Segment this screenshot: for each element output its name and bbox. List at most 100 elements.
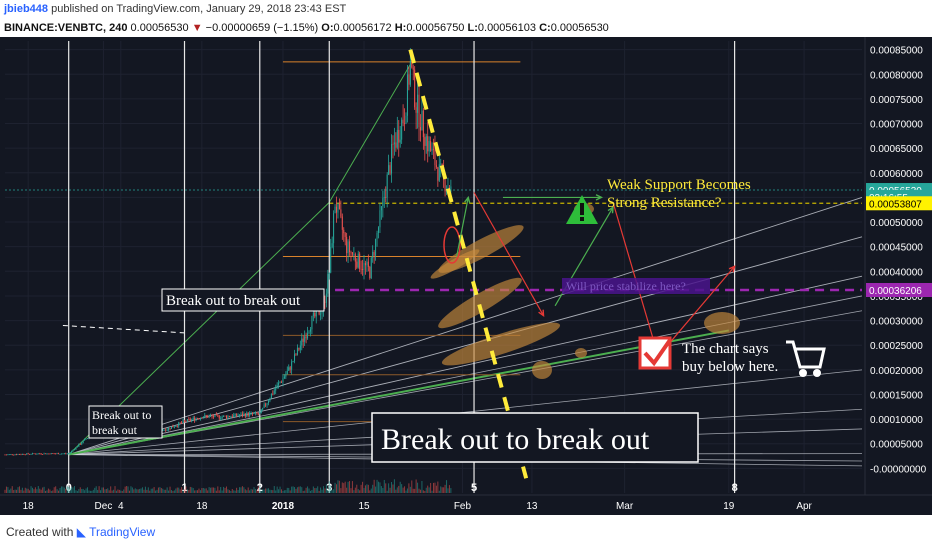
- candle-body: [298, 347, 300, 350]
- volume-bar: [273, 486, 275, 493]
- candle-body: [444, 175, 446, 192]
- candle-body: [385, 197, 387, 198]
- volume-bar: [126, 486, 128, 493]
- volume-bar: [446, 480, 448, 493]
- volume-bar: [188, 489, 190, 493]
- candle-body: [302, 338, 304, 342]
- volume-bar: [256, 490, 258, 493]
- candle-body: [275, 388, 277, 391]
- candle-body: [194, 417, 196, 421]
- warning-icon: [566, 195, 598, 224]
- volume-bar: [59, 487, 61, 493]
- y-tick-label: 0.00075000: [870, 95, 923, 106]
- x-tick-label: Mar: [616, 501, 634, 512]
- low-label: L:: [467, 22, 478, 34]
- candle-body: [45, 453, 47, 455]
- volume-bar: [202, 487, 204, 493]
- orange-ellipse: [532, 361, 552, 379]
- y-tick-label: 0.00085000: [870, 46, 923, 57]
- candle-body: [341, 216, 343, 230]
- x-tick-label: 19: [723, 501, 735, 512]
- volume-bar: [221, 490, 223, 493]
- volume-bar: [375, 486, 377, 493]
- volume-bar: [24, 487, 26, 493]
- candle-body: [325, 293, 327, 303]
- x-tick-label: 18: [196, 501, 208, 512]
- purple-level-badge: 0.00036206: [869, 286, 922, 297]
- volume-bar: [408, 483, 410, 493]
- candle-body: [418, 94, 420, 128]
- y-tick-label: -0.00000000: [870, 464, 927, 475]
- volume-bar: [69, 488, 71, 493]
- y-tick-label: 0.00065000: [870, 144, 923, 155]
- volume-bar: [246, 490, 248, 493]
- volume-bar: [23, 490, 25, 493]
- candle-body: [369, 266, 371, 278]
- candle-body: [84, 439, 86, 441]
- volume-bar: [389, 487, 391, 493]
- candle-body: [78, 444, 80, 447]
- candle-body: [211, 415, 213, 417]
- candle-body: [237, 415, 239, 417]
- volume-bar: [312, 486, 314, 493]
- candle-body: [37, 453, 39, 455]
- chart-area[interactable]: 012358 Weak Support Becomes Strong Resis…: [0, 37, 932, 515]
- candle-body: [176, 426, 178, 427]
- volume-bar: [105, 489, 107, 493]
- candle-body: [257, 413, 259, 415]
- volume-bar: [364, 485, 366, 493]
- candle-body: [224, 415, 226, 417]
- volume-bar: [147, 487, 149, 493]
- candle-body: [430, 141, 432, 151]
- x-tick-label: 2018: [272, 501, 295, 512]
- candle-body: [243, 413, 245, 416]
- volume-bar: [373, 479, 375, 493]
- candle-body: [312, 312, 314, 317]
- candle-body: [182, 420, 184, 423]
- volume-bar: [162, 488, 164, 493]
- volume-bar: [205, 488, 207, 493]
- volume-bar: [155, 490, 157, 493]
- candle-body: [52, 453, 54, 455]
- orange-ellipse: [441, 322, 561, 366]
- volume-bar: [391, 482, 393, 493]
- orange-ellipse: [704, 312, 740, 334]
- volume-bar: [424, 490, 426, 493]
- volume-bar: [45, 490, 47, 493]
- candle-body: [4, 454, 6, 456]
- candle-body: [409, 60, 411, 85]
- volume-bar: [440, 486, 442, 493]
- candle-body: [27, 453, 29, 455]
- candle-body: [5, 454, 7, 456]
- candle-body: [221, 416, 223, 419]
- volume-bar: [266, 488, 268, 493]
- volume-bar: [427, 485, 429, 493]
- candle-body: [357, 253, 359, 268]
- volume-bar: [186, 489, 188, 493]
- orange-ellipse: [430, 249, 480, 279]
- x-tick-label: 4: [118, 501, 124, 512]
- high-label: H:: [394, 22, 407, 34]
- candle-body: [375, 238, 377, 256]
- fan-line: [68, 196, 863, 456]
- candle-body: [166, 429, 168, 431]
- tradingview-brand[interactable]: TradingView: [89, 525, 156, 539]
- volume-bar: [60, 486, 62, 493]
- volume-bar: [134, 488, 136, 493]
- volume-bar: [377, 481, 379, 493]
- volume-bar: [398, 485, 400, 493]
- volume-bar: [354, 487, 356, 493]
- volume-bar: [178, 487, 180, 493]
- candle-body: [337, 203, 339, 213]
- volume-bar: [110, 486, 112, 493]
- volume-bar: [199, 490, 201, 493]
- volume-bar: [168, 490, 170, 493]
- author-link[interactable]: jbieb448: [4, 3, 49, 15]
- will-price-text: Will price stabilize here?: [566, 279, 686, 293]
- volume-bar: [337, 480, 339, 493]
- candle-body: [304, 336, 306, 342]
- price-chart[interactable]: 012358 Weak Support Becomes Strong Resis…: [0, 37, 932, 515]
- volume-bar: [123, 489, 125, 493]
- candle-body: [162, 429, 164, 431]
- volume-bar: [249, 490, 251, 493]
